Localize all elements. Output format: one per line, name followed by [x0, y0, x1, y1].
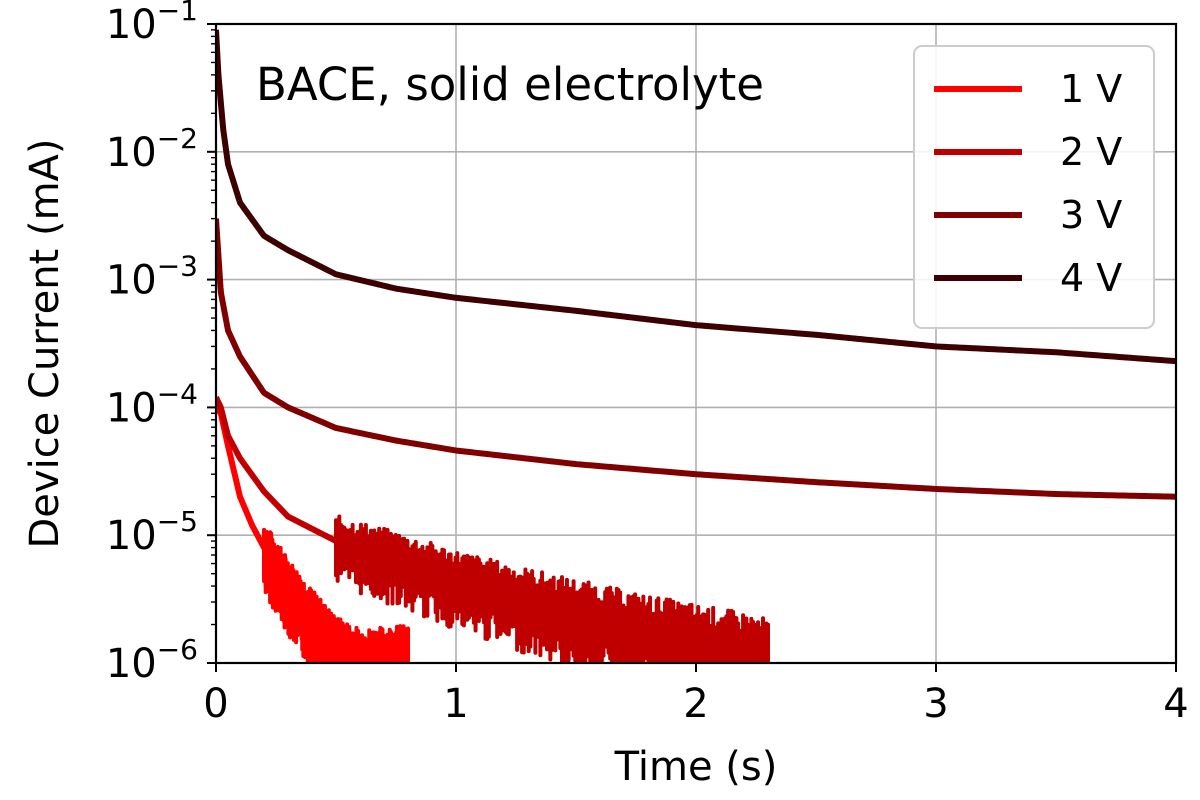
annotation-layer: BACE, solid electrolyte [256, 58, 764, 111]
annotation-text: BACE, solid electrolyte [256, 58, 764, 111]
legend-item: 1 V [934, 67, 1122, 111]
legend-item: 4 V [934, 256, 1122, 300]
y-tick-label-exponent: −3 [157, 250, 198, 283]
series-line [216, 28, 1176, 365]
legend-label: 4 V [1060, 256, 1122, 300]
y-tick-label: 10−4 [106, 377, 198, 431]
legend-item: 3 V [934, 193, 1122, 237]
y-tick-label: 10−2 [106, 122, 198, 176]
y-tick-label-base: 10 [106, 641, 157, 687]
legend-label: 3 V [1060, 193, 1122, 237]
legend-label: 1 V [1060, 67, 1122, 111]
series-noise [334, 514, 770, 663]
legend-item: 2 V [934, 130, 1122, 174]
series-4v [216, 28, 1176, 365]
y-tick-label: 10−6 [106, 633, 198, 687]
y-tick-label-base: 10 [106, 258, 157, 304]
y-tick-label: 10−3 [106, 250, 198, 304]
y-tick-label-base: 10 [106, 513, 157, 559]
series-3v [216, 216, 1176, 500]
series-line [216, 216, 1176, 500]
y-tick-label: 10−5 [106, 505, 198, 559]
legend-box [913, 45, 1155, 329]
x-axis-title: Time (s) [614, 744, 778, 790]
y-tick-label-exponent: −2 [157, 122, 198, 155]
legend-label: 2 V [1060, 130, 1122, 174]
y-tick-label-base: 10 [106, 385, 157, 431]
y-tick-label-exponent: −5 [157, 505, 198, 538]
y-axis-title: Device Current (mA) [22, 139, 68, 549]
y-tick-label-exponent: −1 [157, 0, 198, 27]
y-tick-label-exponent: −4 [157, 377, 198, 410]
x-tick-label: 0 [203, 681, 228, 727]
y-tick-label: 10−1 [106, 0, 198, 48]
x-tick-label: 4 [1163, 681, 1188, 727]
y-tick-label-base: 10 [106, 130, 157, 176]
series-2v [216, 394, 770, 663]
y-tick-label-exponent: −6 [157, 633, 198, 666]
x-tick-label: 3 [923, 681, 948, 727]
series-noise [262, 527, 410, 663]
y-tick-label-base: 10 [106, 2, 157, 48]
x-tick-label: 1 [443, 681, 468, 727]
x-tick-label: 2 [683, 681, 708, 727]
legend: 1 V 2 V 3 V 4 V [913, 45, 1155, 329]
